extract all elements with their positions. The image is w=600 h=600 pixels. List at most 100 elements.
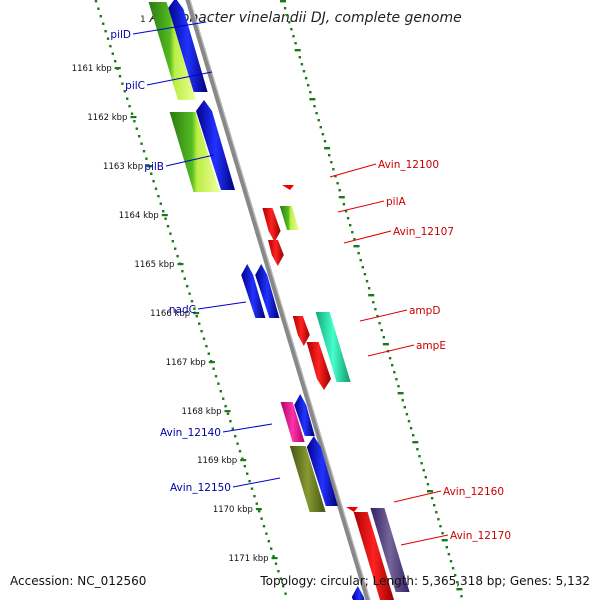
rail-dot-left [164,217,167,220]
genome-backbone [185,0,371,600]
rail-dot-left [258,510,261,513]
rail-dot-left [171,240,174,243]
gene-block-Avin_12160 [353,512,394,600]
rail-dot-left [121,82,124,85]
gene-block-pilA-green [279,206,299,230]
gene-features [148,0,410,600]
rail-dot-right [388,357,392,360]
tick-labels: 1161 kbp 1162 kbp 1163 kbp 1164 kbp 1165 kbp… [72,64,278,564]
rail-dot-left [193,307,196,310]
rail-dot-right [395,378,398,381]
rail-tick-major [280,0,286,3]
rail-dot-right [300,63,304,66]
tick-label: 1169 kbp [197,456,237,466]
rail-tick-major [338,196,345,199]
gene-label-Avin_12150: Avin_12150 [170,482,231,494]
rail-dot-right [290,28,293,31]
rail-dot-left [260,517,263,520]
tick-label: 1171 kbp [228,554,268,564]
rail-dot-left [111,52,114,55]
rail-dot-right [321,133,325,136]
rail-dot-left [205,345,208,348]
rail-dot-left [195,315,198,318]
rail-dot-right [441,532,444,535]
leader-nadC [197,301,247,310]
rail-dot-right [424,476,427,479]
rail-dot-right [367,287,371,290]
rail-dot-right [338,189,341,192]
tick-mark [114,67,121,70]
rail-dot-right [332,168,335,171]
leader-Avin_12160 [393,490,442,503]
rail-dot-left [114,60,117,63]
rail-dot-left [202,337,206,340]
rail-tick-major [441,539,448,542]
rail-tick-major [368,294,375,297]
rail-dot-right [447,553,451,556]
rail-dot-right [309,91,312,94]
backbone-highlight [189,0,371,600]
leader-ampE [367,344,415,357]
rail-dot-right [304,77,308,80]
leader-pilA [337,200,385,213]
tick-mark [255,508,262,511]
rail-dot-right [422,469,425,472]
tick-mark [161,214,168,217]
rail-dot-right [401,399,404,402]
rail-tick-major [427,490,433,493]
rail-dot-left [152,180,155,183]
rail-dot-left [253,495,256,498]
rail-dot-left [262,525,266,528]
gene-block-ampE-teal [315,312,351,382]
gene-label-nadC: nadC [169,304,196,316]
gene-block-nadC-b [255,264,280,318]
tick-label: 1165 kbp [134,260,174,270]
gene-block-pilC-green [148,2,196,100]
rail-dot-left [123,90,126,93]
rail-dot-right [307,84,310,87]
rail-dot-right [313,105,316,108]
tick-mark [208,361,215,364]
gene-block-ampE [306,342,331,390]
tick-label: 1162 kbp [87,113,127,123]
leader-ampD [359,309,408,322]
leader-pilD [132,21,207,35]
gene-block-bottom-blue [351,586,365,600]
gene-block-pilD-blue [167,0,208,92]
rail-dot-right [328,154,331,157]
rail-dot-right [407,420,411,423]
rail-tick-major [294,49,301,52]
rail-dot-right [353,238,356,241]
tick-label: 1168 kbp [181,407,221,417]
rail-dot-right [391,364,394,367]
rail-dot-left [126,97,129,100]
rail-dot-left [157,195,160,198]
rail-dot-left [140,142,143,145]
gene-label-leaders [132,21,449,546]
rail-dot-left [186,285,189,288]
rail-dot-left [133,120,136,123]
leader-Avin_12170 [400,534,449,546]
rail-dot-right [439,525,442,528]
gene-block-Avin_12107 [268,240,284,266]
gene-label-Avin_12170: Avin_12170 [450,530,511,542]
leader-Avin_12140 [222,423,273,433]
tick-mark [240,459,247,462]
rail-dot-left [241,457,244,460]
rail-dot-left [183,277,186,280]
rail-dot-left [224,405,227,408]
rail-dot-right [342,203,346,206]
rail-dot-right [344,210,348,213]
tick-mark [271,557,278,560]
rail-dot-right [409,427,413,430]
gene-label-pilB: pilB [144,161,164,173]
tick-mark [193,312,200,315]
rail-dot-left [130,112,134,115]
rail-dot-right [426,483,430,486]
rail-dot-left [190,300,194,303]
gene-block-ampD [292,316,310,346]
tick-label: 1164 kbp [119,211,159,221]
rail-dot-left [99,15,102,18]
rail-dot-right [372,301,375,304]
rail-dot-left [109,45,112,48]
